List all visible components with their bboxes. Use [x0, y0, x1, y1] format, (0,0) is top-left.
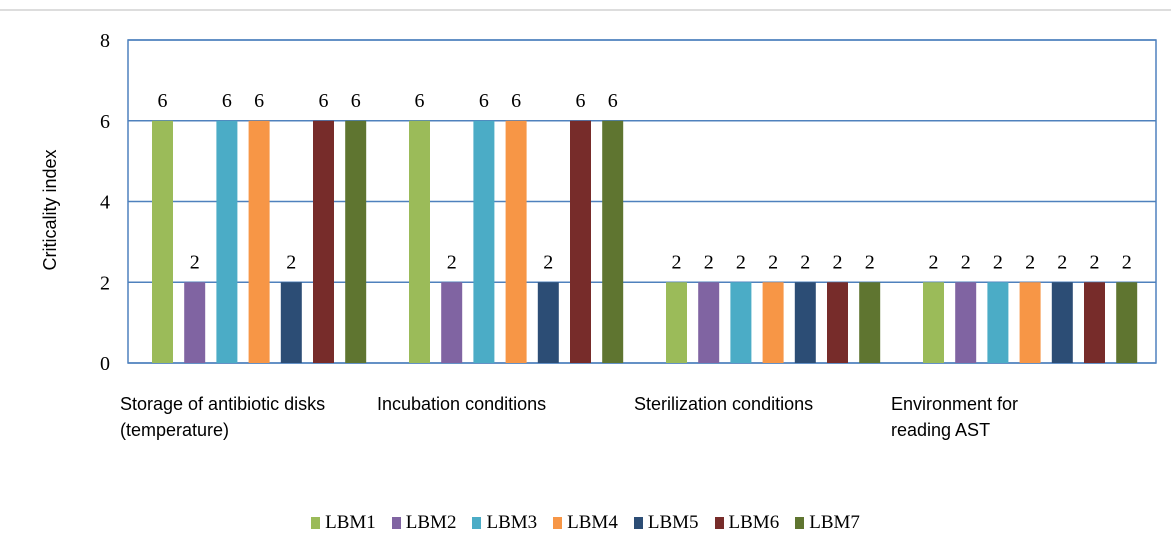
data-label: 2	[800, 251, 810, 273]
bar	[698, 282, 720, 363]
data-label: 6	[576, 90, 586, 112]
bar	[730, 282, 752, 363]
data-label: 6	[319, 90, 329, 112]
legend-item: LBM1	[311, 512, 376, 534]
data-label: 6	[351, 90, 361, 112]
bar	[280, 282, 302, 363]
data-label: 2	[190, 251, 200, 273]
x-tick-label: Incubation conditions	[377, 394, 547, 414]
legend-label: LBM4	[567, 512, 618, 533]
legend: LBM1 LBM2 LBM3 LBM4 LBM5 LBM6 LBM7	[0, 512, 1171, 534]
data-label: 2	[286, 251, 296, 273]
data-label: 2	[993, 251, 1003, 273]
y-axis-label: Criticality index	[40, 149, 60, 270]
bar	[1116, 282, 1138, 363]
data-label: 2	[1025, 251, 1035, 273]
bar	[1051, 282, 1073, 363]
data-label: 6	[479, 90, 489, 112]
legend-swatch	[795, 517, 805, 529]
bar	[473, 120, 495, 363]
data-label: 2	[736, 251, 746, 273]
bar	[216, 120, 238, 363]
legend-swatch	[553, 517, 563, 529]
data-label: 2	[768, 251, 778, 273]
data-label: 2	[1090, 251, 1100, 273]
legend-label: LBM2	[405, 512, 457, 533]
bar	[248, 120, 270, 363]
legend-label: LBM3	[486, 512, 538, 533]
bar	[859, 282, 881, 363]
data-label: 2	[704, 251, 714, 273]
data-label: 2	[1122, 251, 1132, 273]
data-label: 6	[415, 90, 425, 112]
data-label: 2	[929, 251, 939, 273]
y-tick-label: 6	[100, 111, 110, 133]
bar	[1084, 282, 1105, 363]
bar	[570, 120, 591, 363]
plot-frame	[127, 39, 1157, 364]
bar	[409, 120, 430, 363]
legend-swatch	[633, 517, 643, 529]
data-label: 6	[254, 90, 264, 112]
data-label: 2	[672, 251, 682, 273]
legend-swatch	[391, 517, 401, 529]
data-label: 2	[865, 251, 875, 273]
legend-item: LBM6	[714, 512, 780, 534]
legend-swatch	[472, 517, 482, 529]
legend-item: LBM7	[795, 512, 860, 534]
bar	[1019, 282, 1041, 363]
data-label: 2	[447, 251, 457, 273]
legend-item: LBM5	[633, 512, 699, 534]
legend-label: LBM7	[809, 512, 860, 533]
legend-swatch	[714, 517, 724, 529]
bar	[537, 282, 559, 363]
y-tick-label: 8	[100, 30, 110, 52]
bar	[955, 282, 977, 363]
bar	[152, 120, 173, 363]
data-label: 6	[222, 90, 232, 112]
legend-item: LBM4	[553, 512, 618, 534]
bar	[827, 282, 848, 363]
data-label: 2	[833, 251, 843, 273]
x-tick-label: Environment for reading AST	[891, 394, 1019, 440]
x-tick-label: Sterilization conditions	[634, 394, 814, 414]
data-label: 6	[608, 90, 618, 112]
data-label: 6	[511, 90, 521, 112]
data-label: 2	[961, 251, 971, 273]
legend-label: LBM1	[325, 512, 376, 533]
bar	[313, 120, 334, 363]
bar	[441, 282, 463, 363]
bar	[923, 282, 944, 363]
bar	[184, 282, 206, 363]
y-tick-label: 0	[100, 353, 110, 375]
y-tick-label: 4	[100, 192, 110, 214]
bar	[602, 120, 624, 363]
bar	[345, 120, 367, 363]
legend-swatch	[311, 517, 321, 529]
x-tick-label: Storage of antibiotic disks (temperature…	[120, 394, 326, 440]
y-tick-label: 2	[100, 272, 110, 294]
bar	[987, 282, 1009, 363]
data-label: 2	[543, 251, 553, 273]
legend-item: LBM2	[391, 512, 457, 534]
data-label: 6	[158, 90, 168, 112]
legend-item: LBM3	[472, 512, 537, 534]
bar	[794, 282, 816, 363]
bar	[666, 282, 687, 363]
legend-label: LBM6	[728, 512, 780, 533]
bar	[505, 120, 527, 363]
legend-label: LBM5	[647, 512, 699, 533]
data-label: 2	[1057, 251, 1067, 273]
bar	[762, 282, 784, 363]
